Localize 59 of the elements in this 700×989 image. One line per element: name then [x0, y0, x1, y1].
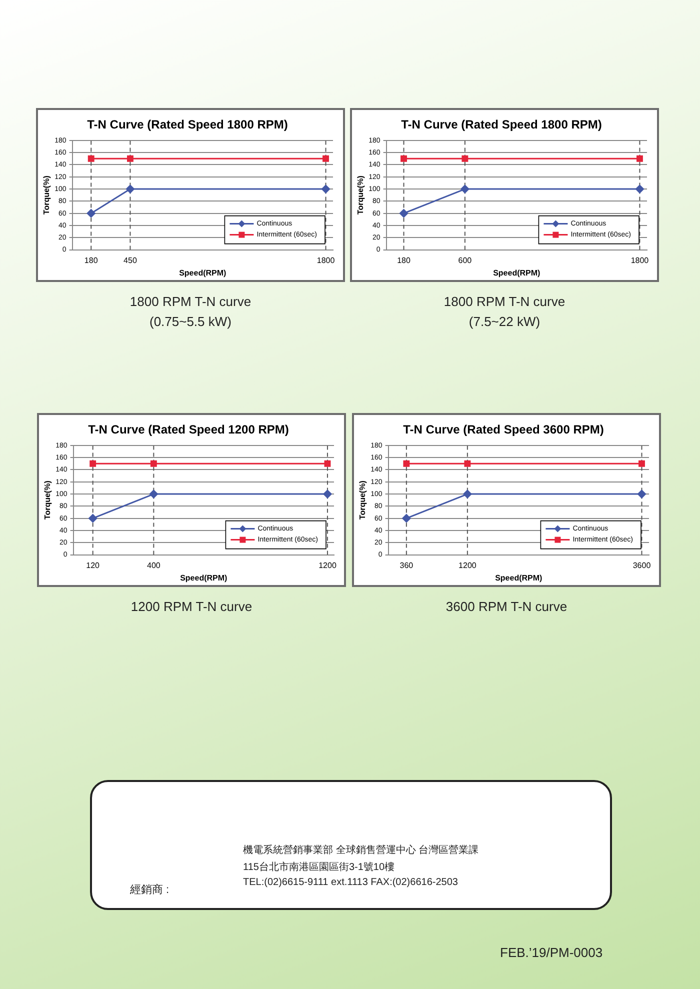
point	[86, 209, 96, 218]
x-axis-title: Speed(RPM)	[180, 573, 228, 582]
point	[635, 184, 644, 194]
point	[403, 460, 410, 467]
point	[324, 460, 331, 467]
x-tick-label: 180	[397, 256, 411, 265]
y-axis-title: Torque(%)	[358, 480, 368, 520]
point	[463, 490, 472, 498]
point	[323, 490, 332, 498]
point	[150, 460, 157, 467]
x-axis-title: Speed(RPM)	[179, 268, 227, 278]
point	[322, 155, 329, 162]
x-tick-label: 1200	[318, 560, 337, 570]
point	[400, 155, 407, 162]
point	[638, 460, 645, 467]
text: (0.75~5.5 kW)	[148, 313, 232, 331]
point	[460, 184, 470, 194]
point	[126, 184, 134, 194]
point	[402, 514, 411, 523]
x-tick-label: 360	[400, 560, 414, 570]
text: 1800 RPM T-N curve	[442, 293, 566, 311]
y-axis-title: Torque(%)	[356, 175, 366, 215]
point	[126, 155, 134, 162]
text: 3600 RPM T-N curve	[444, 598, 568, 616]
x-axis-title: Speed(RPM)	[495, 573, 543, 582]
x-tick-label: 1200	[458, 560, 477, 570]
text: TEL:(02)6615-9111 ext.1113 FAX:(02)6616-2503	[243, 877, 458, 888]
text: 機電系統營銷事業部 全球銷售營運中心 台灣區營業課	[243, 844, 479, 857]
text: 115台北市南港區園區街3-1號10樓	[243, 860, 395, 874]
point	[400, 209, 408, 218]
x-tick-label: 180	[84, 256, 98, 265]
x-tick-label: 3600	[632, 560, 652, 570]
text: (7.5~22 kW)	[468, 313, 542, 331]
point	[88, 514, 98, 523]
text: 經銷商 :	[130, 882, 170, 897]
point	[322, 184, 330, 194]
y-axis-title: Torque(%)	[42, 175, 52, 215]
point	[88, 155, 94, 162]
x-tick-label: 1800	[316, 256, 336, 265]
x-axis-title: Speed(RPM)	[493, 268, 541, 278]
text: 1800 RPM T-N curve	[128, 293, 252, 311]
x-tick-label: 600	[458, 256, 472, 265]
point	[90, 460, 96, 467]
point	[149, 490, 158, 498]
text: 1200 RPM T-N curve	[130, 598, 254, 616]
x-tick-label: 120	[86, 560, 100, 570]
x-tick-label: 450	[124, 256, 138, 265]
text: FEB.’19/PM-0003	[500, 945, 603, 960]
point	[464, 460, 471, 467]
chart-title: T-N Curve (Rated Speed 1800 RPM)	[401, 118, 602, 132]
x-tick-label: 400	[146, 560, 161, 570]
y-axis-title: Torque(%)	[43, 480, 52, 520]
x-tick-label: 1800	[630, 256, 650, 265]
point	[462, 155, 468, 162]
point	[637, 490, 646, 498]
point	[636, 155, 643, 162]
chart-title: T-N Curve (Rated Speed 1800 RPM)	[87, 118, 288, 132]
chart-title: T-N Curve (Rated Speed 3600 RPM)	[403, 422, 604, 437]
chart-title: T-N Curve (Rated Speed 1200 RPM)	[88, 422, 289, 437]
